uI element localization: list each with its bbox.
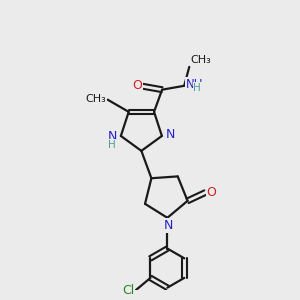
Text: N: N — [108, 130, 117, 143]
Text: H: H — [108, 140, 116, 150]
Text: CH₃: CH₃ — [191, 56, 212, 65]
Text: Cl: Cl — [122, 284, 134, 297]
Text: CH₃: CH₃ — [85, 94, 106, 104]
Text: N: N — [166, 128, 175, 141]
Text: NH: NH — [186, 78, 203, 91]
Text: H: H — [193, 83, 201, 93]
Text: N: N — [164, 219, 173, 232]
Text: O: O — [207, 185, 217, 199]
Text: O: O — [132, 79, 142, 92]
